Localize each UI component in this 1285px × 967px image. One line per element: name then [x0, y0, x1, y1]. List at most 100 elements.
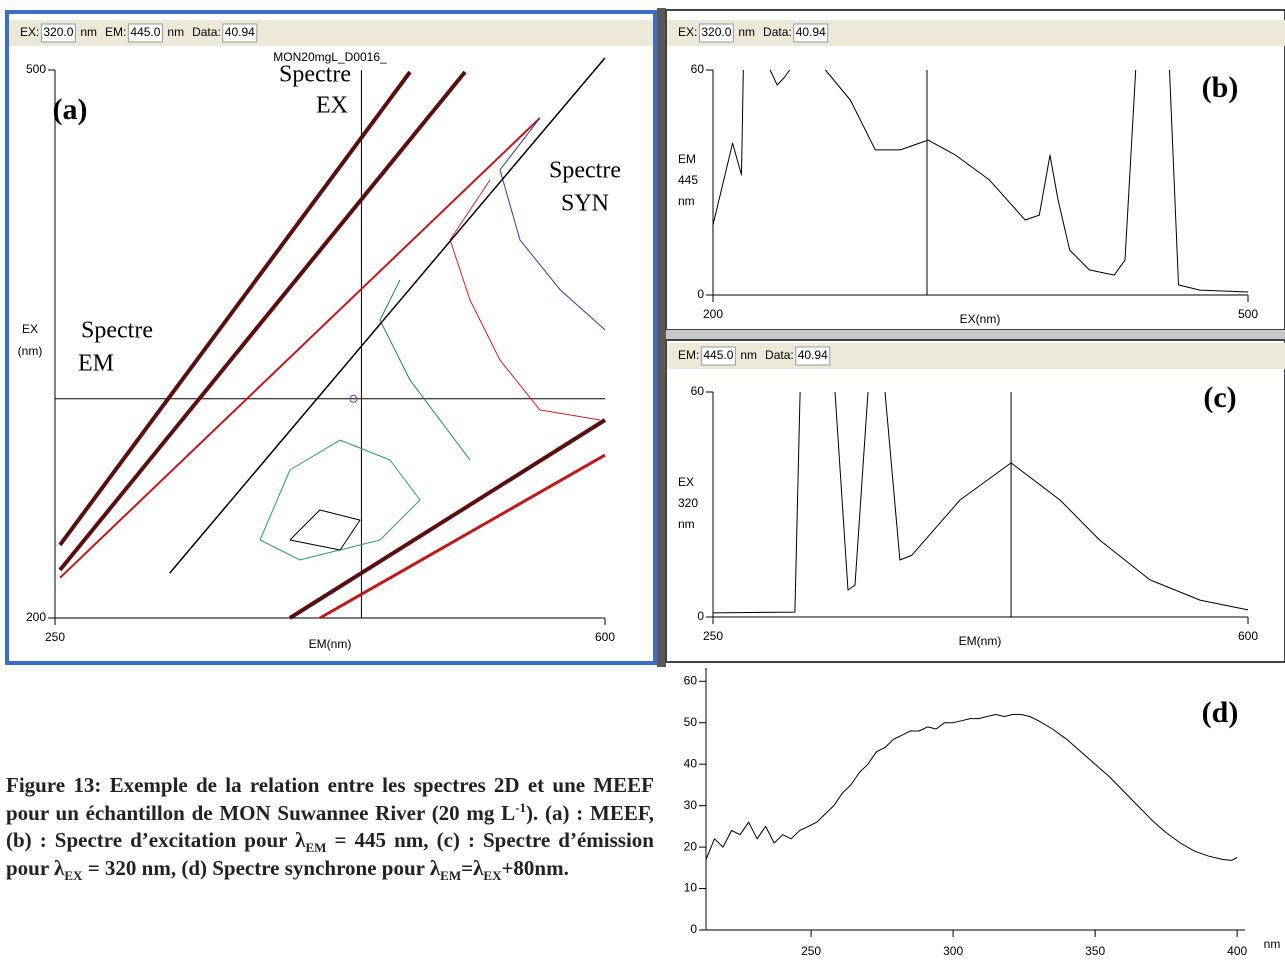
contour-line [449, 179, 601, 421]
header-unit: nm [740, 348, 757, 362]
header-unit: nm [738, 25, 755, 39]
figure-caption: Figure 13: Exemple de la relation entre … [6, 772, 654, 882]
panel-label: (b) [1202, 71, 1239, 104]
y-axis-label: EX [678, 475, 694, 489]
y-tick-label: 50 [684, 715, 698, 729]
contour-line [379, 279, 471, 461]
annotation: EX [316, 93, 348, 119]
y-tick-label: 60 [691, 384, 705, 398]
panel-b-header-bar [667, 20, 1285, 46]
separator [657, 8, 666, 667]
x-tick-label: 250 [801, 944, 821, 958]
y-tick-label: 10 [684, 881, 698, 895]
header-label: Data: [763, 25, 792, 39]
spectrum-line [705, 714, 1238, 861]
caption-text: = 320 nm, (d) Spectre synchrone pour λ [82, 855, 441, 880]
cursor-marker [349, 394, 358, 403]
contour-line [58, 70, 467, 572]
header-value-box [795, 346, 831, 366]
caption-text: +80nm. [501, 855, 569, 880]
annotation: SYN [561, 191, 609, 217]
y-axis-label: EM [678, 152, 696, 166]
caption-text: = 445 nm, (c) : Spectre d’émission pour … [6, 828, 654, 880]
header-unit: nm [80, 25, 97, 39]
annotation: Spectre [549, 158, 621, 184]
x-tick-label: 300 [943, 944, 963, 958]
y-tick-label: 0 [697, 287, 704, 301]
header-value-box [222, 23, 258, 43]
contour-line [259, 439, 421, 561]
caption-text: Figure 13: Exemple de la relation entre … [6, 773, 654, 825]
panel-a-header-bar [9, 20, 653, 46]
header-value: 445.0 [703, 348, 733, 362]
header-label: EX: [678, 25, 697, 39]
y-tick-label: 40 [684, 756, 698, 770]
panel-c-frame [665, 339, 1285, 663]
y-tick-label: 0 [697, 609, 704, 623]
header-value-box [700, 346, 736, 366]
header-unit: nm [167, 25, 184, 39]
header-label: EM: [105, 25, 126, 39]
header-value-box [698, 23, 734, 43]
x-axis-label: EM(nm) [959, 634, 1002, 648]
caption-sup: -1 [515, 799, 527, 815]
caption-text: =λ [461, 855, 484, 880]
header-value: 320.0 [43, 25, 73, 39]
panel-c-header-bar [667, 343, 1285, 369]
panel-label: (a) [53, 93, 88, 126]
caption-text: ). (a) : MEEF, (b) : Spectre d’excitatio… [6, 800, 654, 853]
contour-line [59, 117, 541, 579]
contour-line [499, 117, 606, 331]
y-axis-label: 445 [678, 173, 698, 187]
contour-line [319, 453, 606, 620]
panel-label: (d) [1202, 696, 1239, 729]
annotation: Spectre [81, 318, 153, 344]
x-tick-label: 200 [703, 307, 723, 321]
x-tick-label: 350 [1085, 944, 1105, 958]
header-label: EX: [20, 25, 39, 39]
contour-line [169, 57, 606, 574]
header-value: 40.94 [225, 25, 255, 39]
header-value: 320.0 [701, 25, 731, 39]
caption-sub: EM [440, 867, 462, 883]
caption-sub: EM [305, 840, 327, 856]
x-axis-label: EX(nm) [960, 312, 1001, 326]
panel-label: (c) [1203, 381, 1236, 414]
annotation: EM [78, 351, 114, 377]
header-value-box [127, 23, 163, 43]
header-value-box [793, 23, 829, 43]
y-tick-label: 60 [684, 673, 698, 687]
header-value: 40.94 [796, 25, 826, 39]
contour-line [289, 509, 361, 551]
spectrum-line [712, 69, 1249, 293]
header-value: 445.0 [130, 25, 160, 39]
x-tick-label: 500 [1238, 307, 1258, 321]
y-axis-label: 320 [678, 496, 698, 510]
header-label: EM: [678, 348, 699, 362]
x-tick-label: 400 [1227, 944, 1247, 958]
x-axis-label: nm [1264, 937, 1281, 951]
spectrum-line [712, 391, 1249, 614]
y-tick-label: 500 [26, 62, 46, 76]
annotation: Spectre [279, 62, 351, 88]
x-tick-label: 600 [595, 630, 615, 644]
y-tick-label: 30 [684, 798, 698, 812]
y-axis-label: nm [678, 194, 695, 208]
header-value-box [40, 23, 76, 43]
caption-sub: EX [64, 867, 83, 883]
x-tick-label: 250 [703, 629, 723, 643]
panel-a-frame [5, 10, 657, 665]
x-tick-label: 600 [1238, 629, 1258, 643]
y-tick-label: 60 [691, 62, 705, 76]
separator [666, 330, 1285, 340]
y-axis-label: (nm) [18, 344, 43, 358]
y-tick-label: 0 [690, 922, 697, 936]
contour-line [58, 70, 412, 547]
y-axis-label: nm [678, 517, 695, 531]
header-label: Data: [765, 348, 794, 362]
header-label: Data: [192, 25, 221, 39]
y-axis-label: EX [22, 322, 38, 336]
x-axis-label: EM(nm) [309, 637, 352, 651]
